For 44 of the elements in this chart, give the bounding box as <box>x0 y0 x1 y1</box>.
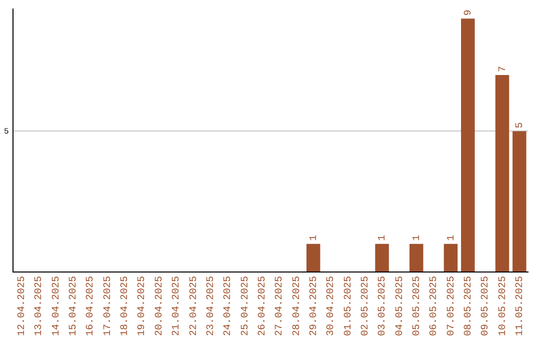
x-tick-label: 28.04.2025 <box>292 276 303 336</box>
bar <box>495 74 510 272</box>
bar <box>306 244 320 272</box>
x-tick-label: 09.05.2025 <box>480 276 492 336</box>
x-tick-label: 10.05.2025 <box>498 276 509 336</box>
x-tick-label: 22.04.2025 <box>188 276 200 336</box>
x-tick-label: 30.04.2025 <box>326 276 338 336</box>
x-tick-label: 25.04.2025 <box>240 276 252 336</box>
data-label: 1 <box>378 234 389 241</box>
x-tick-label: 11.05.2025 <box>515 276 526 336</box>
data-label: 1 <box>308 234 320 241</box>
x-tick-label: 18.04.2025 <box>120 276 132 336</box>
bar <box>512 131 526 272</box>
x-tick-label: 27.04.2025 <box>274 276 286 336</box>
x-tick-label: 07.05.2025 <box>446 276 458 336</box>
x-tick-label: 04.05.2025 <box>394 276 406 336</box>
x-tick-label: 02.05.2025 <box>360 276 372 336</box>
x-tick-label: 19.04.2025 <box>137 276 148 336</box>
x-tick-label: 06.05.2025 <box>429 276 440 336</box>
bar <box>410 244 424 272</box>
x-tick-label: 08.05.2025 <box>464 276 475 336</box>
x-tick-label: 20.04.2025 <box>154 276 166 336</box>
bar <box>461 18 475 272</box>
x-tick-label: 05.05.2025 <box>412 276 424 336</box>
data-label: 9 <box>464 10 475 16</box>
x-tick-label: 29.04.2025 <box>308 276 320 336</box>
bar <box>375 244 389 272</box>
x-tick-label: 03.05.2025 <box>378 276 389 336</box>
x-tick-label: 13.04.2025 <box>34 276 46 336</box>
data-label: 7 <box>498 66 509 72</box>
x-tick-label: 01.05.2025 <box>343 276 354 336</box>
data-label: 1 <box>446 234 458 241</box>
x-tick-label: 26.04.2025 <box>257 276 268 336</box>
x-tick-label: 24.04.2025 <box>223 276 234 336</box>
data-label: 5 <box>515 122 526 128</box>
x-tick-label: 21.04.2025 <box>172 276 183 336</box>
x-tick-label: 15.04.2025 <box>68 276 80 336</box>
x-tick-label: 23.04.2025 <box>206 276 217 336</box>
x-tick-label: 17.04.2025 <box>102 276 114 336</box>
data-label: 1 <box>412 234 424 241</box>
x-tick-label: 12.04.2025 <box>17 276 28 336</box>
bar <box>444 244 458 272</box>
x-tick-label: 16.04.2025 <box>86 276 97 336</box>
x-tick-label: 14.04.2025 <box>51 276 62 336</box>
